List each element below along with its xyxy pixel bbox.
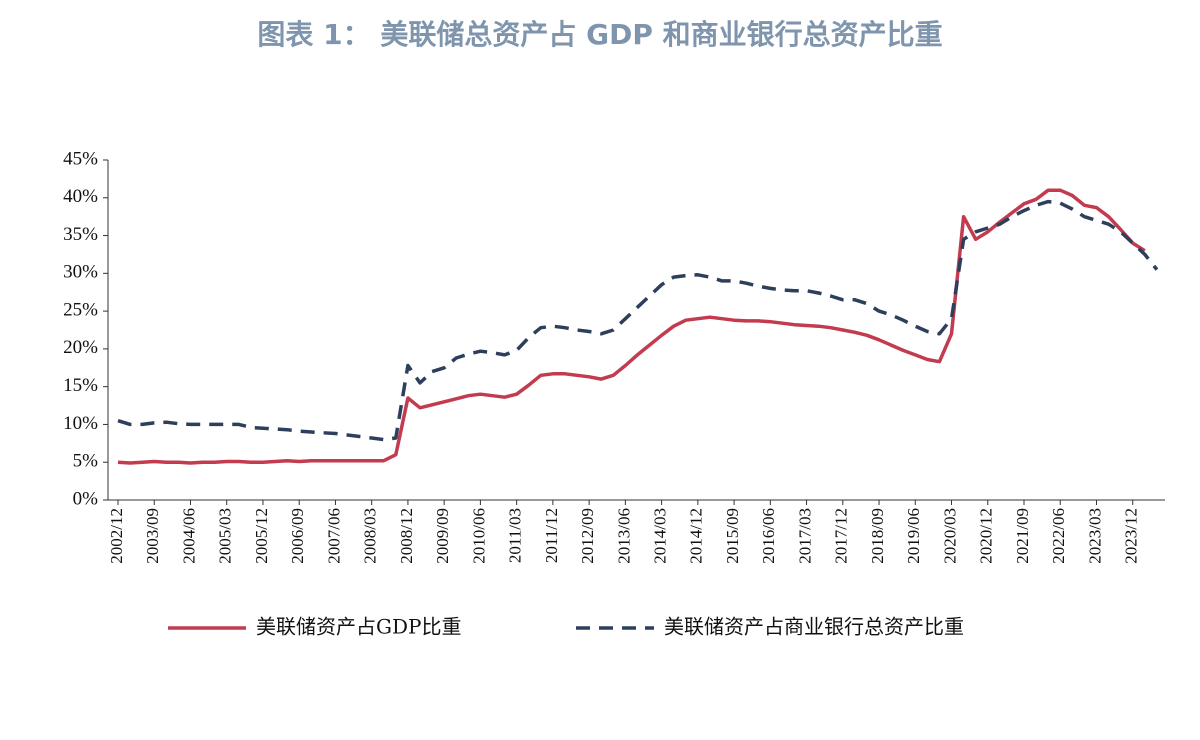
x-tick-label: 2023/03 xyxy=(1085,508,1104,564)
x-tick-label: 2023/12 xyxy=(1122,508,1141,564)
x-tick-label: 2006/09 xyxy=(288,508,307,564)
x-tick-label: 2019/06 xyxy=(904,508,923,564)
x-tick-label: 2002/12 xyxy=(107,508,126,564)
y-tick-label: 35% xyxy=(63,224,98,245)
x-tick-label: 2004/06 xyxy=(179,508,198,564)
x-tick-label: 2005/12 xyxy=(252,508,271,564)
x-tick-label: 2010/06 xyxy=(469,508,488,564)
x-tick-label: 2015/09 xyxy=(723,508,742,564)
x-tick-label: 2020/12 xyxy=(977,508,996,564)
x-tick-label: 2017/03 xyxy=(795,508,814,564)
x-tick-label: 2008/12 xyxy=(397,508,416,564)
x-tick-label: 2003/09 xyxy=(143,508,162,564)
x-tick-label: 2012/09 xyxy=(578,508,597,564)
series-line xyxy=(117,199,1159,442)
x-tick-label: 2014/12 xyxy=(687,508,706,564)
x-tick-label: 2018/09 xyxy=(868,508,887,564)
x-tick-label: 2022/06 xyxy=(1049,508,1068,564)
x-tick-label: 2011/12 xyxy=(542,508,561,563)
x-tick-label: 2005/03 xyxy=(216,508,235,564)
x-tick-label: 2011/03 xyxy=(506,508,525,563)
x-tick-label: 2008/03 xyxy=(361,508,380,564)
y-tick-label: 15% xyxy=(63,375,98,396)
x-tick-label: 2016/06 xyxy=(759,508,778,564)
x-tick-label: 2007/06 xyxy=(324,508,343,564)
y-tick-label: 10% xyxy=(63,413,98,434)
x-tick-label: 2020/03 xyxy=(940,508,959,564)
y-tick-label: 5% xyxy=(73,451,99,472)
y-tick-label: 30% xyxy=(63,262,98,283)
y-tick-label: 0% xyxy=(73,488,99,509)
legend-label: 美联储资产占GDP比重 xyxy=(256,615,461,639)
x-tick-label: 2021/09 xyxy=(1013,508,1032,564)
y-tick-label: 40% xyxy=(63,186,98,207)
y-tick-label: 25% xyxy=(63,299,98,320)
series-line xyxy=(117,188,1146,465)
x-tick-label: 2013/06 xyxy=(614,508,633,564)
y-tick-label: 20% xyxy=(63,337,98,358)
chart-title: 图表 1： 美联储总资产占 GDP 和商业银行总资产比重 xyxy=(257,18,942,51)
x-tick-label: 2009/09 xyxy=(433,508,452,564)
x-tick-label: 2014/03 xyxy=(651,508,670,564)
legend-label: 美联储资产占商业银行总资产比重 xyxy=(664,615,964,639)
y-tick-label: 45% xyxy=(63,148,98,169)
x-tick-label: 2017/12 xyxy=(832,508,851,564)
